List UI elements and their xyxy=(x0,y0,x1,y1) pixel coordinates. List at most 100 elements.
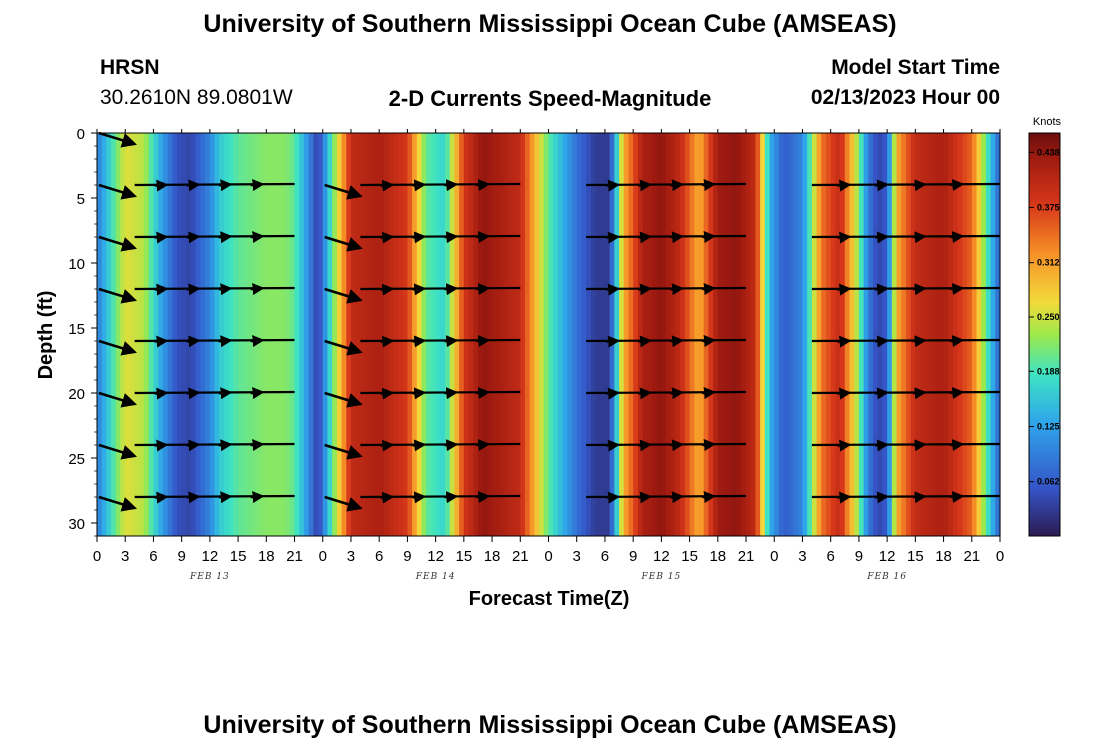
heatmap-cell xyxy=(877,133,884,536)
heatmap-cell xyxy=(675,133,681,536)
heatmap-cell xyxy=(971,133,978,536)
current-vector xyxy=(324,235,363,252)
heatmap-cell xyxy=(905,133,912,536)
current-vector xyxy=(875,283,890,296)
x-tick-label: 18 xyxy=(484,548,501,565)
chart-title: University of Southern Mississippi Ocean… xyxy=(203,10,897,38)
x-tick-label: 0 xyxy=(996,548,1004,565)
current-vector xyxy=(950,335,965,348)
heatmap-cell xyxy=(590,133,597,536)
heatmap-cell xyxy=(106,133,112,536)
heatmap-cell xyxy=(129,133,136,536)
heatmap-cell xyxy=(167,133,173,536)
current-vector xyxy=(701,283,717,296)
heatmap-cell xyxy=(313,133,319,536)
current-vector xyxy=(186,335,201,348)
heatmap-cell xyxy=(318,133,324,536)
heatmap-cell xyxy=(703,133,709,536)
heatmap-cell xyxy=(463,133,470,536)
current-vector xyxy=(606,283,621,296)
current-vector xyxy=(444,491,459,504)
current-vector xyxy=(412,387,427,400)
current-vector xyxy=(950,387,965,400)
speed-heatmap xyxy=(97,133,1001,536)
heatmap-cell xyxy=(454,133,460,536)
current-vector xyxy=(412,491,427,504)
heatmap-cell xyxy=(562,133,568,536)
heatmap-cell xyxy=(807,133,813,536)
day-label: FEB 14 xyxy=(415,572,456,582)
x-tick-label: 3 xyxy=(573,548,581,565)
current-vector xyxy=(154,387,169,400)
current-vector xyxy=(912,231,927,244)
current-vector xyxy=(950,179,965,192)
y-tick-label: 5 xyxy=(77,191,85,208)
x-tick-label: 15 xyxy=(681,548,698,565)
current-vector xyxy=(669,387,685,400)
heatmap-cell xyxy=(844,133,851,536)
y-tick-label: 25 xyxy=(68,451,85,468)
heatmap-cell xyxy=(670,133,677,536)
heatmap-cell xyxy=(200,133,206,536)
heatmap-cell xyxy=(355,133,361,536)
heatmap-cell xyxy=(637,133,644,536)
heatmap-cell xyxy=(811,133,818,536)
heatmap-cell xyxy=(891,133,898,536)
heatmap-cell xyxy=(506,133,512,536)
current-vector xyxy=(154,231,169,244)
current-vector xyxy=(701,335,717,348)
heatmap-cell xyxy=(647,133,653,536)
heatmap-cell xyxy=(134,133,140,536)
current-vector xyxy=(412,231,427,244)
heatmap-cell xyxy=(656,133,662,536)
heatmap-cell xyxy=(708,133,714,536)
current-vector xyxy=(324,443,363,460)
heatmap-cell xyxy=(755,133,761,536)
current-vector xyxy=(218,335,233,348)
heatmap-cell xyxy=(195,133,202,536)
heatmap-cell xyxy=(524,133,531,536)
heatmap-cell xyxy=(482,133,488,536)
current-vector xyxy=(476,491,491,504)
heatmap-cell xyxy=(731,133,738,536)
current-vector xyxy=(638,439,653,452)
x-tick-label: 18 xyxy=(258,548,275,565)
x-tick-label: 6 xyxy=(149,548,157,565)
heatmap-cell xyxy=(365,133,371,536)
x-axis: 0 3 6 9 12 15 18 21 0 3 6 9 12 15 18 21 0 3 6 9 12 15 18 21 0 3 6 9… xyxy=(93,129,1004,582)
x-tick-label: 0 xyxy=(319,548,327,565)
current-vector xyxy=(875,439,890,452)
current-vector xyxy=(701,231,717,244)
heatmap-cell xyxy=(548,133,554,536)
heatmap-cell xyxy=(233,133,239,536)
x-tick-label: 3 xyxy=(347,548,355,565)
heatmap-cell xyxy=(181,133,187,536)
heatmap-cell xyxy=(412,133,418,536)
heatmap-cell xyxy=(285,133,291,536)
current-vector xyxy=(444,439,459,452)
colorbar-tick-label: 0.062 xyxy=(1037,477,1060,487)
heatmap-cell xyxy=(962,133,968,536)
current-vector xyxy=(669,439,685,452)
current-vector xyxy=(98,495,138,512)
heatmap-cell xyxy=(957,133,963,536)
x-tick-label: 15 xyxy=(456,548,473,565)
heatmap-cell xyxy=(934,133,940,536)
heatmap-cell xyxy=(816,133,822,536)
current-vector xyxy=(669,283,685,296)
heatmap-cell xyxy=(280,133,286,536)
heatmap-cell xyxy=(120,133,126,536)
heatmap-cell xyxy=(534,133,540,536)
current-vector xyxy=(250,387,265,400)
heatmap-cell xyxy=(764,133,771,536)
colorbar-tick-label: 0.312 xyxy=(1037,258,1060,268)
heatmap-cell xyxy=(595,133,601,536)
heatmap-cell xyxy=(694,133,700,536)
current-vector xyxy=(837,491,852,504)
current-vector xyxy=(250,231,265,244)
heatmap-cell xyxy=(854,133,860,536)
colorbar-tick-label: 0.438 xyxy=(1037,147,1060,157)
current-vector xyxy=(218,179,233,192)
current-vector xyxy=(606,231,621,244)
heatmap-cell xyxy=(840,133,846,536)
